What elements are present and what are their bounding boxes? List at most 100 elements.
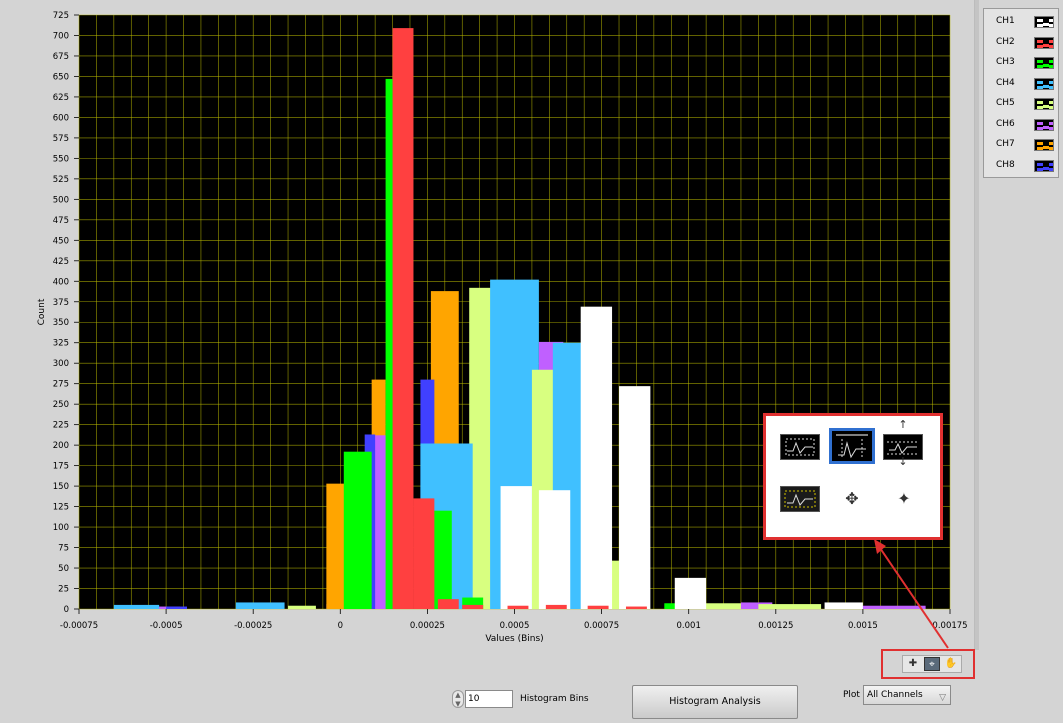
bar-ch1 — [580, 306, 613, 609]
bar-ch5 — [288, 605, 316, 609]
graph-palette: ✚ ⌖ ✋ — [902, 655, 962, 673]
x-tick-label: 0.00125 — [758, 621, 793, 631]
bar-ch3 — [385, 78, 397, 610]
bar-ch1 — [500, 486, 532, 609]
y-tick-label: 350 — [53, 318, 69, 328]
legend-swatch-icon — [1034, 139, 1054, 151]
x-tick-label: 0.0015 — [848, 621, 878, 631]
legend-label: CH4 — [996, 77, 1015, 88]
legend-item-ch3[interactable]: CH3 — [984, 53, 1058, 73]
legend-label: CH1 — [996, 16, 1015, 26]
y-tick-label: 650 — [53, 72, 69, 82]
y-tick-label: 575 — [53, 134, 69, 144]
bar-ch2 — [625, 606, 647, 609]
bar-ch5 — [758, 604, 822, 609]
y-tick-label: 175 — [53, 462, 69, 472]
y-tick-label: 550 — [53, 154, 69, 164]
x-tick-label: 0.0005 — [500, 621, 530, 631]
bar-ch1 — [619, 386, 651, 609]
bar-ch6 — [855, 605, 926, 609]
histogram-plot[interactable]: 0 25 50 75 100 125 150 175 200 225 250 275 300 325 350… — [0, 0, 975, 650]
y-tick-label: 200 — [53, 441, 69, 451]
y-tick-label: 275 — [53, 380, 69, 390]
x-zoom-icon[interactable] — [829, 428, 875, 464]
legend-item-ch5[interactable]: CH5 — [984, 94, 1058, 114]
x-tick-label: -0.00025 — [234, 621, 272, 631]
cursor-move-icon[interactable]: ✚ — [908, 658, 918, 669]
y-tick-label: 425 — [53, 257, 69, 267]
legend-swatch-icon — [1034, 159, 1054, 172]
x-axis-title: Values (Bins) — [485, 634, 543, 644]
legend-swatch-icon — [1034, 77, 1054, 90]
y-tick-label: 725 — [53, 11, 69, 21]
y-tick-label: 600 — [53, 113, 69, 123]
histogram-bins-input[interactable]: 10 — [465, 690, 513, 708]
zoom-rectangle-icon[interactable] — [780, 434, 820, 460]
y-tick-label: 375 — [53, 298, 69, 308]
y-tick-label: 700 — [53, 31, 69, 41]
y-tick-label: 225 — [53, 421, 69, 431]
legend-item-ch7[interactable]: CH7 — [984, 135, 1058, 155]
legend-item-ch1[interactable]: CH1 — [984, 12, 1058, 32]
bar-ch5 — [699, 603, 748, 609]
bar-ch1 — [674, 577, 707, 609]
y-tick-label: 300 — [53, 359, 69, 369]
legend-item-ch2[interactable]: CH2 — [984, 33, 1058, 53]
y-tick-label: 675 — [53, 52, 69, 62]
zoom-in-point-icon[interactable]: ✥ — [845, 489, 859, 508]
bar-ch6 — [371, 435, 390, 609]
y-tick-label: 400 — [53, 277, 69, 287]
zoom-icon[interactable]: ⌖ — [924, 657, 940, 671]
bar-ch3 — [462, 597, 484, 609]
y-tick-label: 100 — [53, 523, 69, 533]
y-tick-label: 25 — [58, 585, 69, 595]
panel-divider — [974, 0, 979, 650]
y-tick-label: 0 — [64, 605, 69, 615]
bar-ch2 — [545, 604, 567, 609]
plot-legend[interactable]: CH1 CH2 CH3 CH4 CH5 CH6 CH7 CH8 — [983, 8, 1059, 178]
bar-ch2 — [587, 605, 609, 609]
bar-ch8 — [166, 606, 188, 609]
x-tick-label: 0.00075 — [584, 621, 619, 631]
dropdown-arrow-icon: ▽ — [939, 693, 946, 703]
pan-hand-icon[interactable]: ✋ — [944, 658, 958, 669]
y-tick-label: 50 — [58, 564, 69, 574]
zoom-options-popup[interactable]: ↑ ↓ ✥ ✦ — [763, 413, 943, 540]
bar-ch4 — [235, 602, 285, 609]
y-zoom-icon[interactable] — [883, 434, 923, 460]
y-tick-label: 475 — [53, 216, 69, 226]
y-tick-label: 325 — [53, 339, 69, 349]
y-zoom-down-arrow-icon: ↓ — [898, 455, 908, 468]
histogram-bins-label: Histogram Bins — [520, 694, 589, 704]
x-tick-label: -0.0005 — [150, 621, 183, 631]
bar-ch1 — [824, 602, 863, 609]
bar-ch2 — [462, 604, 484, 609]
bar-ch6 — [740, 602, 773, 609]
histogram-analysis-button[interactable]: Histogram Analysis — [632, 685, 798, 719]
y-tick-label: 450 — [53, 236, 69, 246]
bins-increment-decrement-icon[interactable]: ▲ ▼ — [452, 690, 464, 708]
plot-channel-select[interactable]: All Channels ▽ — [863, 685, 951, 705]
zoom-to-fit-icon[interactable] — [780, 486, 820, 512]
bar-ch2 — [413, 498, 435, 609]
zoom-out-point-icon[interactable]: ✦ — [897, 489, 911, 508]
legend-label: CH8 — [996, 159, 1015, 170]
legend-item-ch8[interactable]: CH8 — [984, 156, 1058, 176]
legend-swatch-icon — [1034, 16, 1054, 28]
x-tick-label: -0.00075 — [60, 621, 98, 631]
bar-ch2 — [437, 599, 459, 609]
bar-ch3 — [343, 451, 372, 609]
y-tick-label: 625 — [53, 93, 69, 103]
legend-item-ch4[interactable]: CH4 — [984, 74, 1058, 94]
y-tick-label: 500 — [53, 195, 69, 205]
legend-swatch-icon — [1034, 36, 1054, 49]
bar-ch2 — [392, 28, 414, 610]
x-tick-label: 0.00175 — [932, 621, 967, 631]
legend-item-ch6[interactable]: CH6 — [984, 115, 1058, 135]
y-tick-label: 525 — [53, 175, 69, 185]
palette-highlight-box — [881, 649, 975, 679]
x-tick-label: 0 — [338, 621, 343, 631]
bar-ch1 — [538, 490, 571, 609]
legend-swatch-icon — [1034, 98, 1054, 110]
